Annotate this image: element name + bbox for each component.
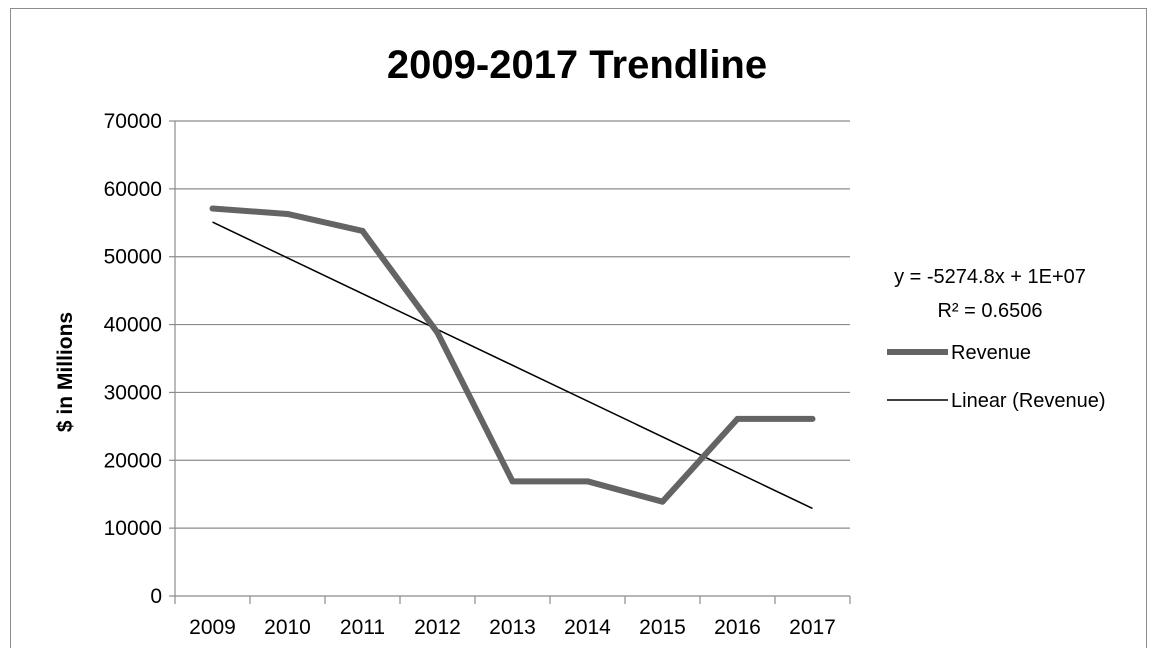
x-tick-label: 2017	[789, 616, 836, 639]
x-tick-label: 2009	[189, 616, 236, 639]
chart-frame	[10, 8, 1147, 648]
y-tick-label: 10000	[104, 517, 162, 540]
x-tick-label: 2013	[489, 616, 536, 639]
data-point-revenue	[734, 415, 741, 422]
x-tick-label: 2010	[264, 616, 311, 639]
legend-label-revenue: Revenue	[951, 342, 1031, 364]
y-tick-label: 30000	[104, 381, 162, 404]
x-tick-label: 2014	[564, 616, 611, 639]
x-axis	[174, 121, 850, 597]
data-point-revenue	[509, 478, 516, 485]
data-point-revenue	[659, 498, 666, 505]
data-point-revenue	[359, 227, 366, 234]
y-axis-label: $ in Millions	[54, 312, 77, 432]
x-tick-label: 2016	[714, 616, 761, 639]
data-points	[209, 205, 816, 505]
data-point-revenue	[284, 210, 291, 217]
y-tick-label: 20000	[104, 449, 162, 472]
y-tick-label: 60000	[104, 178, 162, 201]
data-point-revenue	[434, 329, 441, 336]
series-line-revenue	[212, 205, 813, 505]
y-tick-label: 50000	[104, 246, 162, 269]
x-tick-label: 2015	[639, 616, 686, 639]
legend: Revenue Linear (Revenue)	[887, 342, 1106, 412]
x-tick-label: 2012	[414, 616, 461, 639]
legend-label-trendline: Linear (Revenue)	[951, 390, 1106, 412]
data-point-revenue	[209, 205, 216, 212]
y-tick-label: 0	[150, 585, 162, 608]
chart-title: 2009-2017 Trendline	[387, 43, 767, 87]
y-tick-label: 40000	[104, 314, 162, 337]
y-axis-ticks: 0 10000 20000 30000 40000 50000 60000 70000	[104, 110, 175, 608]
trendline-equation: y = -5274.8x + 1E+07	[894, 266, 1086, 288]
trendline-r-squared: R² = 0.6506	[937, 300, 1042, 322]
gridlines	[175, 120, 850, 529]
trendline	[212, 221, 813, 510]
data-point-revenue	[809, 415, 816, 422]
x-tick-label: 2011	[340, 616, 385, 639]
y-tick-label: 70000	[104, 110, 162, 133]
data-point-revenue	[584, 478, 591, 485]
x-axis-ticks: 2009 2010 2011 2012 2013 2014 2015 2016 2017	[174, 596, 851, 639]
